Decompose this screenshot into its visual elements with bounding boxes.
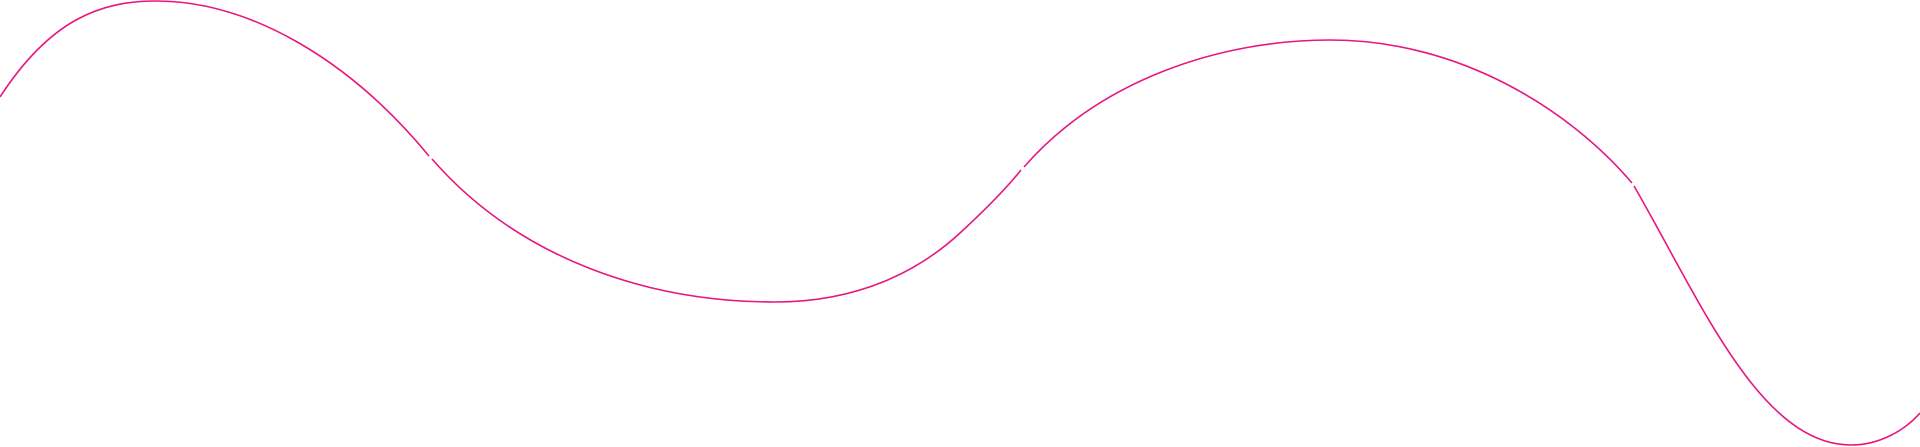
wave-segment-2 (431, 158, 1022, 303)
wave-segment-4 (1633, 185, 1920, 446)
wave-segment-3 (1023, 39, 1633, 184)
wave-segment-1 (0, 0, 430, 157)
